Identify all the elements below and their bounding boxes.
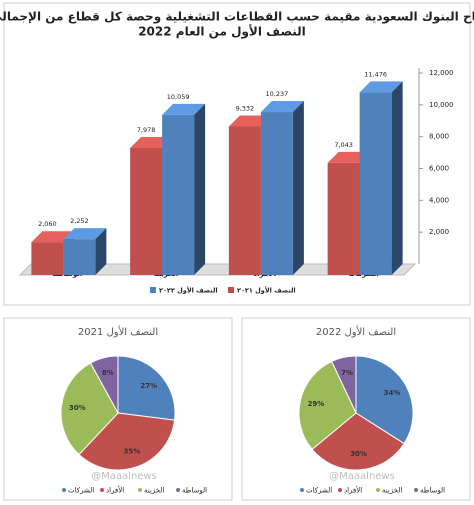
legend-label: الوساطة xyxy=(182,487,207,495)
legend-label: الأفراد xyxy=(106,486,124,495)
pie-slice xyxy=(331,355,357,414)
legend-swatch xyxy=(100,488,104,492)
bar xyxy=(228,126,261,275)
bar xyxy=(162,114,195,275)
bar-side xyxy=(391,81,403,275)
bar-top xyxy=(260,101,304,113)
chart-title: النصف الأول من العام 2022 xyxy=(138,24,306,40)
bar-top xyxy=(359,81,403,93)
slice-label: 29% xyxy=(308,400,325,408)
legend-swatch xyxy=(338,488,342,492)
bar-top xyxy=(63,228,107,240)
bar xyxy=(260,112,293,275)
bar xyxy=(31,242,64,275)
bar xyxy=(327,162,360,275)
watermark: @Maaalnews xyxy=(329,471,395,482)
slice-label: 7% xyxy=(341,369,353,377)
y-tick-label: 4,000 xyxy=(429,196,449,204)
legend-label: الخزينة xyxy=(382,487,402,495)
slice-label: 30% xyxy=(69,404,86,412)
pie-slice xyxy=(89,355,119,414)
bar xyxy=(63,239,96,275)
value-label: 10,237 xyxy=(266,90,289,98)
legend-label: النصف الأول ٢٠٢١ xyxy=(237,286,296,295)
bar-side xyxy=(194,103,206,275)
bar-top xyxy=(162,103,206,115)
chart-title: النصف الأول 2021 xyxy=(78,325,158,338)
y-tick-label: 6,000 xyxy=(429,165,449,173)
slice-label: 34% xyxy=(384,389,401,397)
bar xyxy=(130,148,163,275)
legend-swatch xyxy=(138,488,142,492)
y-tick-label: 12,000 xyxy=(429,69,454,77)
legend-swatch xyxy=(62,488,66,492)
slice-label: 27% xyxy=(140,382,157,390)
pie-slice xyxy=(78,412,176,471)
slice-label: 35% xyxy=(124,448,141,456)
value-label: 9,332 xyxy=(236,104,255,112)
legend-swatch xyxy=(376,488,380,492)
bar xyxy=(359,92,392,275)
bar-side xyxy=(292,101,304,275)
value-label: 7,978 xyxy=(137,126,156,134)
legend-label: الأفراد xyxy=(344,486,362,495)
pie-slice xyxy=(311,412,405,471)
value-label: 2,252 xyxy=(70,217,89,225)
legend-label: الخزينة xyxy=(144,487,164,495)
legend-label: الوساطة xyxy=(420,487,445,495)
value-label: 7,043 xyxy=(334,141,353,149)
y-tick-label: 8,000 xyxy=(429,133,449,141)
legend-label: النصف الأول ٢٠٢٢ xyxy=(159,286,218,295)
value-label: 11,476 xyxy=(364,70,387,78)
value-label: 2,060 xyxy=(38,220,57,228)
pie-slice xyxy=(117,355,176,421)
legend-swatch xyxy=(228,287,234,293)
legend-swatch xyxy=(414,488,418,492)
slice-label: 30% xyxy=(350,450,367,458)
value-label: 10,059 xyxy=(167,93,190,101)
legend-label: الشركات xyxy=(68,487,94,495)
legend-swatch xyxy=(300,488,304,492)
legend-label: الشركات xyxy=(306,487,332,495)
chart-title: النصف الأول 2022 xyxy=(316,325,396,338)
legend-swatch xyxy=(150,287,156,293)
y-tick-label: 10,000 xyxy=(429,101,454,109)
slice-label: 8% xyxy=(102,369,114,377)
watermark: @Maaalnews xyxy=(91,471,157,482)
chart-title: أرباح البنوك السعودية مقيمة حسب القطاعات… xyxy=(0,9,474,25)
pie-slice xyxy=(60,362,119,456)
legend-swatch xyxy=(176,488,180,492)
bar-side xyxy=(95,228,107,275)
y-tick-label: 2,000 xyxy=(429,228,449,236)
